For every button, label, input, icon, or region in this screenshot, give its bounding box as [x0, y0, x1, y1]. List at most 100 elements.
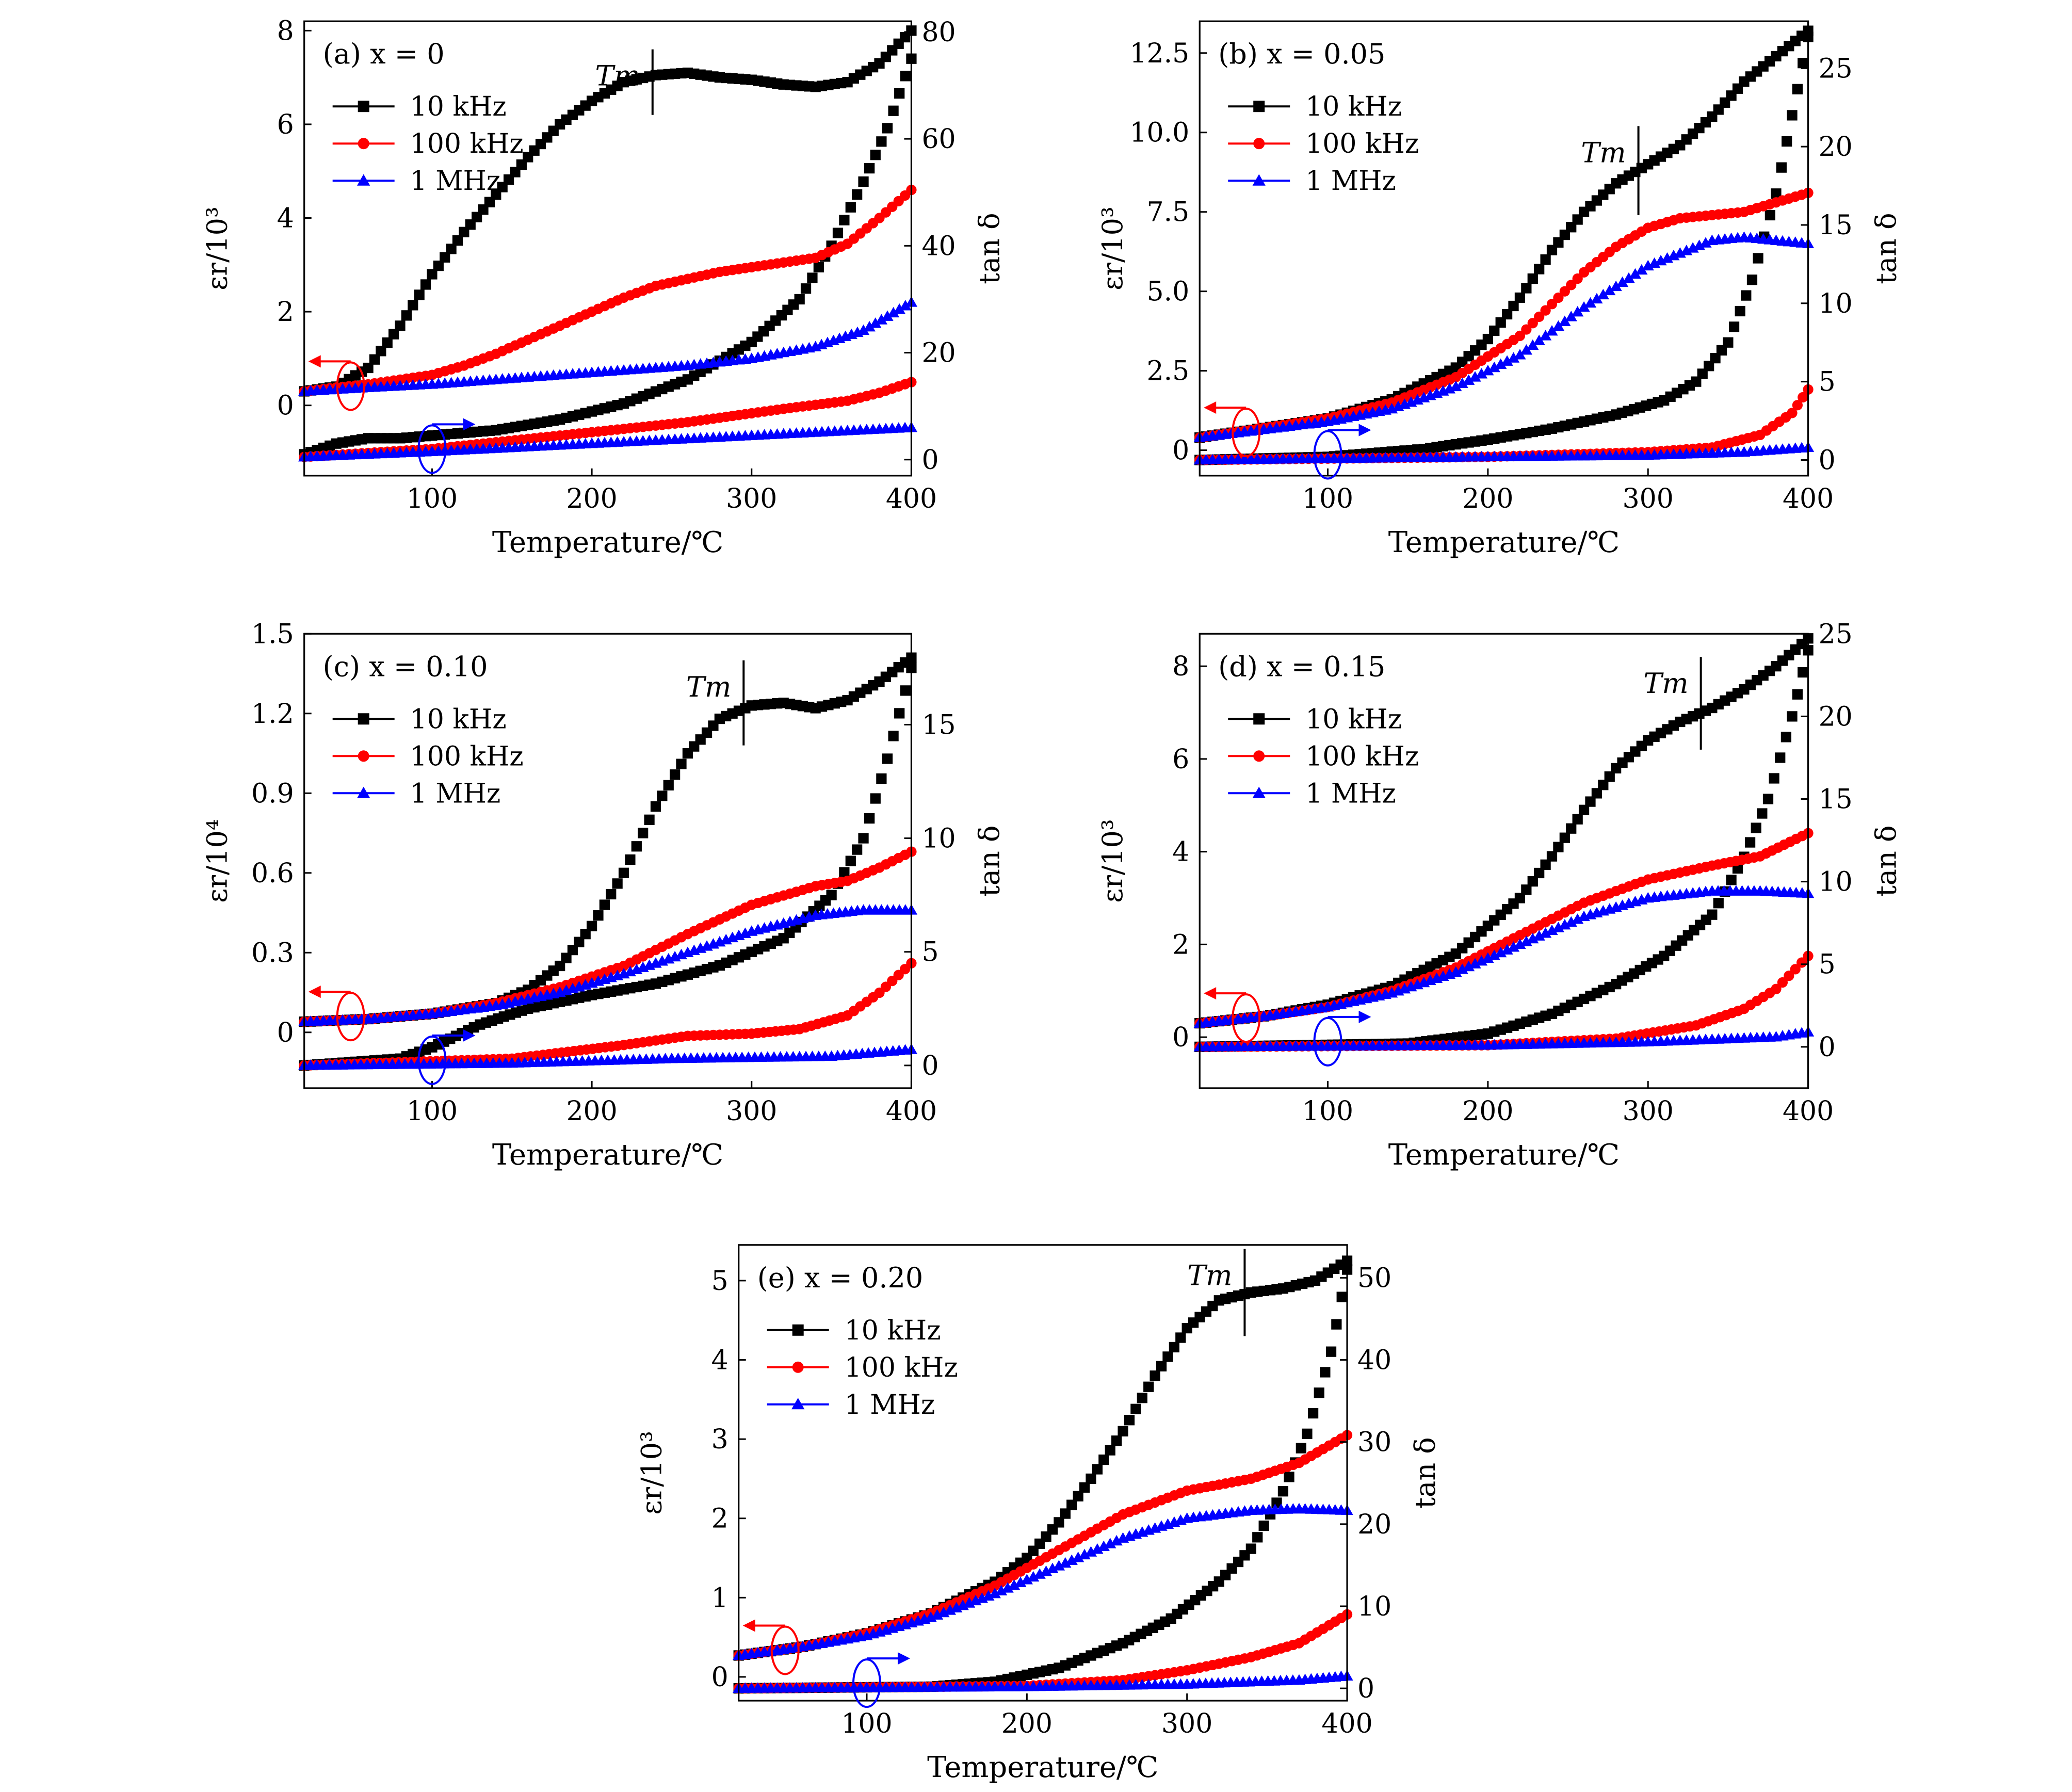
- data-point: [1314, 1387, 1324, 1398]
- tan-axis-indicator-icon: [417, 1035, 447, 1085]
- y-right-tick-label: 20: [1819, 132, 1853, 163]
- legend-marker: [1253, 138, 1265, 150]
- data-point: [638, 828, 649, 838]
- legend-label: 10 kHz: [410, 704, 507, 735]
- data-point: [1735, 305, 1745, 317]
- data-point: [995, 1585, 1008, 1595]
- y-left-tick-label: 0: [277, 1018, 294, 1048]
- data-point: [1784, 971, 1794, 981]
- legend-label: 1 MHz: [1305, 778, 1396, 809]
- data-point: [1792, 400, 1803, 411]
- data-point: [606, 889, 617, 900]
- data-point: [1707, 909, 1718, 920]
- x-axis-label: Temperature/℃: [492, 526, 723, 559]
- legend-marker: [791, 1398, 805, 1410]
- data-point: [1104, 1538, 1116, 1548]
- chart-panel-4: 100 200 300 40001234501020304050Temperature…: [636, 1244, 1442, 1784]
- y-right-tick-label: 25: [1819, 619, 1853, 650]
- panel-label: (d) x = 0.15: [1218, 650, 1385, 683]
- data-point: [1514, 292, 1526, 303]
- data-point: [670, 769, 681, 780]
- y-left-axis-label: εr/10³: [1096, 206, 1129, 290]
- legend-marker: [792, 1361, 804, 1373]
- legend-marker: [358, 101, 369, 112]
- data-point: [1482, 952, 1494, 963]
- data-point: [1782, 136, 1792, 147]
- data-point: [1726, 875, 1737, 885]
- data-point: [1084, 1546, 1097, 1557]
- y-left-axis-label: εr/10⁴: [201, 819, 234, 902]
- data-point: [900, 71, 911, 82]
- tan-series-10-khz: [299, 663, 917, 1071]
- data-point: [1021, 1574, 1033, 1585]
- tan-series-1-mhz: [298, 1043, 918, 1070]
- data-point: [644, 814, 655, 825]
- y-left-tick-label: 6: [277, 109, 294, 140]
- data-point: [869, 317, 882, 328]
- data-point: [1616, 276, 1629, 287]
- data-point: [676, 758, 687, 769]
- data-point: [1780, 732, 1792, 742]
- data-point: [1591, 293, 1603, 304]
- data-point: [1495, 317, 1506, 328]
- data-point: [888, 731, 899, 741]
- legend-label: 10 kHz: [845, 1315, 941, 1346]
- data-point: [1073, 1491, 1083, 1502]
- y-left-tick-label: 2: [277, 297, 294, 328]
- data-point: [1296, 1443, 1306, 1454]
- y-left-tick-label: 2: [1172, 929, 1189, 960]
- data-point: [1798, 667, 1808, 678]
- data-point: [1252, 1532, 1263, 1543]
- data-point: [1604, 771, 1615, 782]
- data-point: [1033, 1568, 1046, 1579]
- data-point: [1507, 352, 1520, 363]
- data-point: [1066, 1499, 1077, 1510]
- y-right-tick-label: 0: [921, 1051, 938, 1081]
- data-point: [1559, 832, 1570, 843]
- legend-label: 1 MHz: [1305, 166, 1396, 197]
- eps-series-100-khz: [299, 846, 917, 1027]
- y-left-tick-label: 8: [277, 15, 294, 46]
- y-left-tick-label: 1: [711, 1583, 729, 1613]
- data-point: [1307, 1408, 1319, 1419]
- data-point: [863, 320, 876, 332]
- legend-label: 10 kHz: [410, 91, 507, 122]
- legend-marker: [1253, 101, 1265, 112]
- data-point: [369, 354, 380, 365]
- data-point: [395, 320, 406, 331]
- y-left-tick-label: 1.5: [251, 619, 294, 650]
- data-point: [794, 294, 805, 305]
- chart-panel-1: 100 200 300 400 0 2.5 5.0 7.5 10.0 12.5 0 5 10 15 20 25…: [1096, 20, 1903, 559]
- data-point: [1450, 966, 1462, 977]
- y-right-tick-label: 50: [1357, 1263, 1391, 1294]
- arrow-left-icon: [1204, 401, 1217, 414]
- y-left-tick-label: 6: [1172, 744, 1189, 775]
- x-tick-label: 200: [566, 1096, 617, 1127]
- tan-series-10-khz: [1194, 31, 1814, 465]
- legend-label: 100 kHz: [845, 1352, 958, 1383]
- data-point: [1744, 837, 1756, 848]
- y-left-tick-label: 5.0: [1147, 277, 1190, 308]
- chart-panel-0: 100 200 300 40002468020406080Temperature/℃ε…: [201, 15, 1006, 559]
- panel-label: (c) x = 0.10: [323, 650, 488, 683]
- data-point: [1065, 1554, 1078, 1565]
- arrow-left-icon: [308, 986, 321, 998]
- data-point: [1765, 209, 1775, 221]
- data-point: [1713, 898, 1724, 909]
- data-point: [826, 890, 837, 900]
- data-point: [1597, 288, 1609, 300]
- data-point: [1488, 361, 1500, 373]
- y-right-tick-label: 15: [1819, 784, 1853, 815]
- data-point: [1072, 1552, 1084, 1562]
- eps-series-10-khz: [1194, 633, 1814, 1029]
- y-right-tick-label: 20: [921, 338, 956, 369]
- data-point: [1450, 380, 1462, 392]
- data-point: [1565, 311, 1577, 321]
- data-point: [1284, 1472, 1294, 1482]
- data-point: [1775, 752, 1786, 763]
- data-point: [1796, 957, 1807, 968]
- y-left-tick-label: 2: [711, 1504, 729, 1535]
- y-left-tick-label: 7.5: [1147, 197, 1190, 228]
- data-point: [882, 753, 893, 764]
